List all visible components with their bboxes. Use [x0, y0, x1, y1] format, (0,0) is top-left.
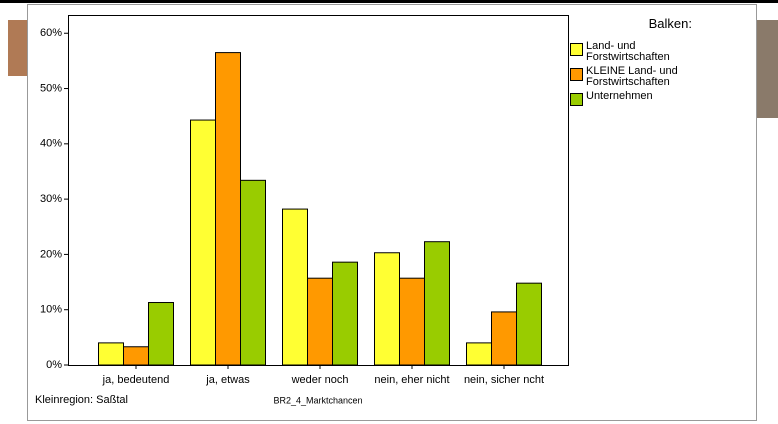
legend-label: Land- und Forstwirtschaften	[586, 40, 670, 63]
bar	[424, 241, 450, 366]
x-tick-label: ja, etwas	[205, 374, 250, 386]
y-tick-label: 20%	[40, 248, 62, 260]
bar	[98, 342, 124, 366]
legend-title: Balken:	[648, 16, 692, 31]
y-tick-label: 40%	[40, 138, 62, 150]
y-tick-label: 30%	[40, 193, 62, 205]
footnote: Kleinregion: Saßtal	[35, 394, 128, 406]
legend-item: KLEINE Land- und Forstwirtschaften	[570, 66, 700, 88]
legend: Balken: Land- und Forstwirtschaften KLEIN…	[570, 16, 700, 109]
bar	[123, 346, 149, 366]
legend-swatch	[570, 68, 583, 81]
bar	[307, 277, 333, 366]
y-tick-label: 0%	[46, 359, 62, 371]
bar	[491, 311, 517, 366]
bar	[190, 119, 216, 366]
bar	[148, 302, 174, 366]
photo-right	[756, 20, 778, 118]
legend-item: Land- und Forstwirtschaften	[570, 41, 700, 63]
y-tick-label: 60%	[40, 27, 62, 39]
legend-label: Unternehmen	[586, 90, 653, 102]
bar	[399, 277, 425, 366]
top-frame	[0, 0, 778, 3]
legend-swatch	[570, 93, 583, 106]
bar	[282, 208, 308, 366]
x-tick-label: weder noch	[291, 374, 349, 386]
bar	[466, 342, 492, 366]
bar	[240, 179, 266, 366]
legend-item: Unternehmen	[570, 91, 700, 106]
bar	[374, 252, 400, 366]
x-tick-label: nein, eher nicht	[374, 374, 449, 386]
y-tick-label: 50%	[40, 82, 62, 94]
photo-left	[8, 20, 27, 76]
x-axis-label: BR2_4_Marktchancen	[273, 395, 362, 405]
bar	[215, 52, 241, 366]
bar	[332, 261, 358, 366]
y-tick-label: 10%	[40, 304, 62, 316]
legend-swatch	[570, 43, 583, 56]
x-tick-label: ja, bedeutend	[102, 374, 170, 386]
x-tick-label: nein, sicher ncht	[464, 374, 544, 386]
legend-label: KLEINE Land- und Forstwirtschaften	[586, 65, 678, 88]
bar	[516, 282, 542, 366]
